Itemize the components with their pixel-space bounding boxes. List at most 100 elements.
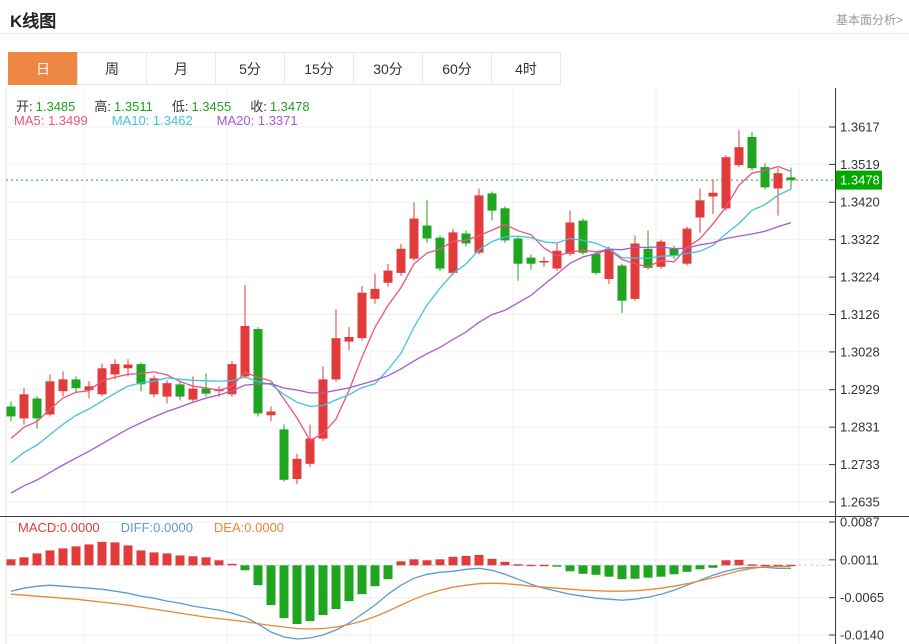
macd-bar <box>643 565 653 578</box>
axis-label: 0.0011 <box>840 552 879 567</box>
candle-body <box>669 248 679 256</box>
kline-chart[interactable]: 1.3617 1.3519 1.3420 1.3322 1.3224 1.3126 1.30… <box>0 88 909 644</box>
ma5-info: MA5: 1.3499 <box>14 113 88 128</box>
current-price-badge <box>836 170 882 190</box>
candle-body <box>630 243 640 299</box>
macd-bar <box>565 565 575 572</box>
candle-body <box>422 225 432 239</box>
macd-bar <box>578 565 588 574</box>
candle-body <box>487 193 497 211</box>
candle-body <box>552 250 562 269</box>
candle-body <box>110 364 120 375</box>
macd-bar <box>461 555 471 566</box>
candle-body <box>162 383 172 397</box>
macd-bar <box>409 559 419 566</box>
macd-bar <box>149 552 159 566</box>
axis-label: 0.0087 <box>840 515 880 530</box>
ma20-line <box>10 221 792 494</box>
candle-body <box>461 233 471 244</box>
tab-month[interactable]: 月 <box>146 52 216 85</box>
tab-60min[interactable]: 60分 <box>422 52 492 85</box>
close-info: 收: 1.3478 <box>250 99 310 114</box>
period-tabs: 日 周 月 5分 15分 30分 60分 4时 <box>8 52 561 85</box>
candle-body <box>383 270 393 283</box>
macd-bar <box>32 553 42 566</box>
tab-4hour[interactable]: 4时 <box>491 52 561 85</box>
candle-body <box>526 257 536 264</box>
tab-5min[interactable]: 5分 <box>215 52 285 85</box>
axis-label: 1.3420 <box>840 195 880 210</box>
macd-bar <box>539 564 549 567</box>
candle-body <box>513 238 523 264</box>
macd-bar <box>448 556 458 566</box>
macd-bar <box>175 555 185 566</box>
macd-info-row: MACD:0.0000 DIFF:0.0000 DEA:0.0000 <box>18 520 284 535</box>
candle-body <box>32 398 42 419</box>
macd-bar <box>45 550 55 566</box>
ma-info-row: MA5: 1.3499 MA10: 1.3462 MA20: 1.3371 <box>14 113 298 128</box>
candle-body <box>123 364 133 369</box>
macd-bar <box>97 541 107 566</box>
candle-body <box>370 288 380 299</box>
axis-label: 1.2929 <box>840 382 880 397</box>
candle-body <box>331 338 341 380</box>
macd-bar <box>279 565 289 619</box>
candle-body <box>591 253 601 273</box>
axis-label: -0.0140 <box>840 628 884 643</box>
ohlc-info-row: 开: 1.3485 高: 1.3511 低: 1.3455 收: 1.3478 <box>16 96 310 115</box>
open-info: 开: 1.3485 <box>16 99 76 114</box>
candle-body <box>84 386 94 391</box>
macd-bar <box>760 564 770 567</box>
macd-bar <box>747 564 757 566</box>
candle-body <box>474 195 484 253</box>
current-price-badge-label: 1.3478 <box>840 173 880 188</box>
high-info: 高: 1.3511 <box>94 99 153 114</box>
macd-bar <box>370 565 380 587</box>
candle-body <box>175 384 185 397</box>
candle-body <box>71 379 81 389</box>
macd-bar <box>734 559 744 566</box>
macd-bar <box>266 565 276 606</box>
macd-bar <box>19 557 29 566</box>
macd-bar <box>474 554 484 566</box>
macd-bar <box>422 560 432 566</box>
macd-bar <box>162 553 172 566</box>
axis-label: 1.2635 <box>840 495 880 510</box>
macd-bar <box>630 565 640 579</box>
macd-bar <box>526 564 536 567</box>
macd-bar <box>253 565 263 586</box>
macd-bar <box>292 565 302 624</box>
tab-week[interactable]: 周 <box>77 52 147 85</box>
macd-bar <box>500 561 510 566</box>
macd-bar <box>604 565 614 577</box>
macd-bar <box>786 564 796 567</box>
candle-body <box>6 406 16 417</box>
candle-body <box>448 232 458 273</box>
candle-body <box>19 394 29 419</box>
tab-day[interactable]: 日 <box>8 52 78 85</box>
axis-label: 1.3322 <box>840 232 880 247</box>
candle-body <box>760 167 770 188</box>
candle-body <box>240 326 250 377</box>
candle-body <box>656 241 666 267</box>
candle-body <box>708 192 718 197</box>
candle-body <box>357 292 367 339</box>
chart-area: 1.3617 1.3519 1.3420 1.3322 1.3224 1.3126 1.30… <box>0 88 909 644</box>
macd-bar <box>552 565 562 567</box>
candle-body <box>409 218 419 259</box>
macd-bar <box>383 565 393 580</box>
candle-body <box>773 173 783 189</box>
axis-label: -0.0065 <box>840 590 884 605</box>
macd-bar <box>721 560 731 566</box>
candle-body <box>344 337 354 342</box>
candle-body <box>45 381 55 415</box>
candle-body <box>747 136 757 169</box>
candle-body <box>292 458 302 479</box>
tab-15min[interactable]: 15分 <box>284 52 354 85</box>
macd-bar <box>201 557 211 566</box>
tab-30min[interactable]: 30分 <box>353 52 423 85</box>
fundamental-analysis-link[interactable]: 基本面分析> <box>835 13 903 27</box>
candle-body <box>539 261 549 263</box>
macd-bar <box>695 565 705 570</box>
diff-value: DIFF:0.0000 <box>120 520 193 535</box>
